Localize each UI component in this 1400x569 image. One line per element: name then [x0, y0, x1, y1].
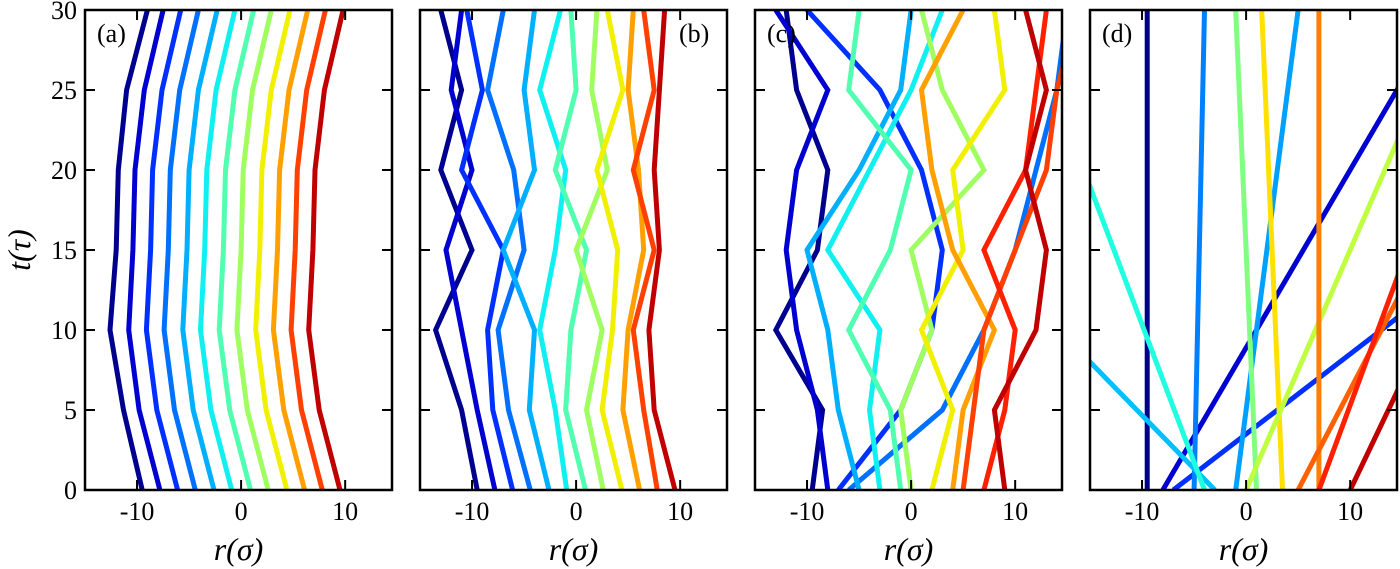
trajectory	[432, 10, 480, 490]
x-axis-label: r(σ)	[1219, 531, 1269, 567]
trajectory	[537, 10, 570, 490]
trajectory	[197, 10, 238, 490]
trajectory	[443, 10, 498, 490]
y-tick-label: 25	[51, 76, 77, 105]
y-tick-label: 20	[51, 156, 77, 185]
trajectory	[918, 10, 998, 490]
x-tick-label: 0	[1240, 497, 1253, 526]
x-axis-label: r(σ)	[549, 531, 599, 567]
trajectory	[594, 10, 626, 490]
trajectory	[143, 10, 184, 490]
trajectory	[847, 30, 1062, 490]
trajectory	[918, 10, 1008, 490]
y-tick-label: 0	[64, 476, 77, 505]
plot-area	[1090, 10, 1397, 490]
trajectory	[1233, 10, 1301, 490]
plot-area	[432, 10, 678, 490]
y-tick-label: 10	[51, 316, 77, 345]
x-tick-label: 0	[570, 497, 583, 526]
trajectory	[573, 10, 610, 490]
y-tick-label: 30	[51, 0, 77, 25]
trajectory	[991, 10, 1049, 490]
trajectory	[485, 10, 533, 490]
trajectory	[288, 10, 328, 490]
panel-label: (a)	[97, 19, 126, 48]
trajectory	[1243, 135, 1397, 490]
trajectory	[552, 10, 590, 490]
plot-area	[772, 10, 1062, 490]
trajectory	[306, 10, 346, 490]
trajectory	[1233, 10, 1259, 490]
y-axis-label: t(τ)	[1, 229, 37, 271]
x-tick-label: 10	[332, 497, 358, 526]
trajectory	[161, 10, 201, 490]
trajectory	[1316, 270, 1397, 490]
trajectory	[126, 10, 166, 490]
trajectory	[804, 10, 914, 490]
panel-label: (d)	[1102, 19, 1132, 48]
x-tick-label: -10	[1125, 497, 1160, 526]
x-tick-label: -10	[120, 497, 155, 526]
trajectory	[500, 10, 552, 490]
trajectory	[253, 10, 293, 490]
x-tick-label: 10	[667, 497, 693, 526]
x-tick-label: -10	[455, 497, 490, 526]
y-tick-label: 5	[64, 396, 77, 425]
trajectory	[646, 10, 678, 490]
x-tick-label: 0	[905, 497, 918, 526]
panel-label: (b)	[679, 19, 709, 48]
x-axis-label: r(σ)	[884, 531, 934, 567]
trajectory	[824, 10, 945, 490]
trajectory	[1090, 179, 1207, 490]
x-tick-label: 0	[235, 497, 248, 526]
trajectory	[898, 10, 987, 490]
trajectory	[620, 10, 647, 490]
trajectory	[630, 10, 660, 490]
trajectory	[180, 10, 220, 490]
trajectory	[772, 10, 831, 490]
x-tick-label: 10	[1002, 497, 1028, 526]
trajectory	[1191, 10, 1207, 490]
x-axis-label: r(σ)	[214, 531, 264, 567]
trajectory	[107, 10, 150, 490]
panel-label: (c)	[767, 19, 796, 48]
trajectory	[234, 10, 274, 490]
trajectory	[773, 10, 831, 490]
trajectory	[1295, 294, 1397, 490]
plot-area	[107, 10, 346, 490]
x-tick-label: 10	[1337, 497, 1363, 526]
trajectory	[1090, 358, 1217, 490]
y-tick-label: 15	[51, 236, 77, 265]
trajectory	[270, 10, 311, 490]
x-tick-label: -10	[790, 497, 825, 526]
trajectory	[845, 10, 914, 490]
trajectory	[216, 10, 257, 490]
trajectory	[981, 10, 1049, 490]
